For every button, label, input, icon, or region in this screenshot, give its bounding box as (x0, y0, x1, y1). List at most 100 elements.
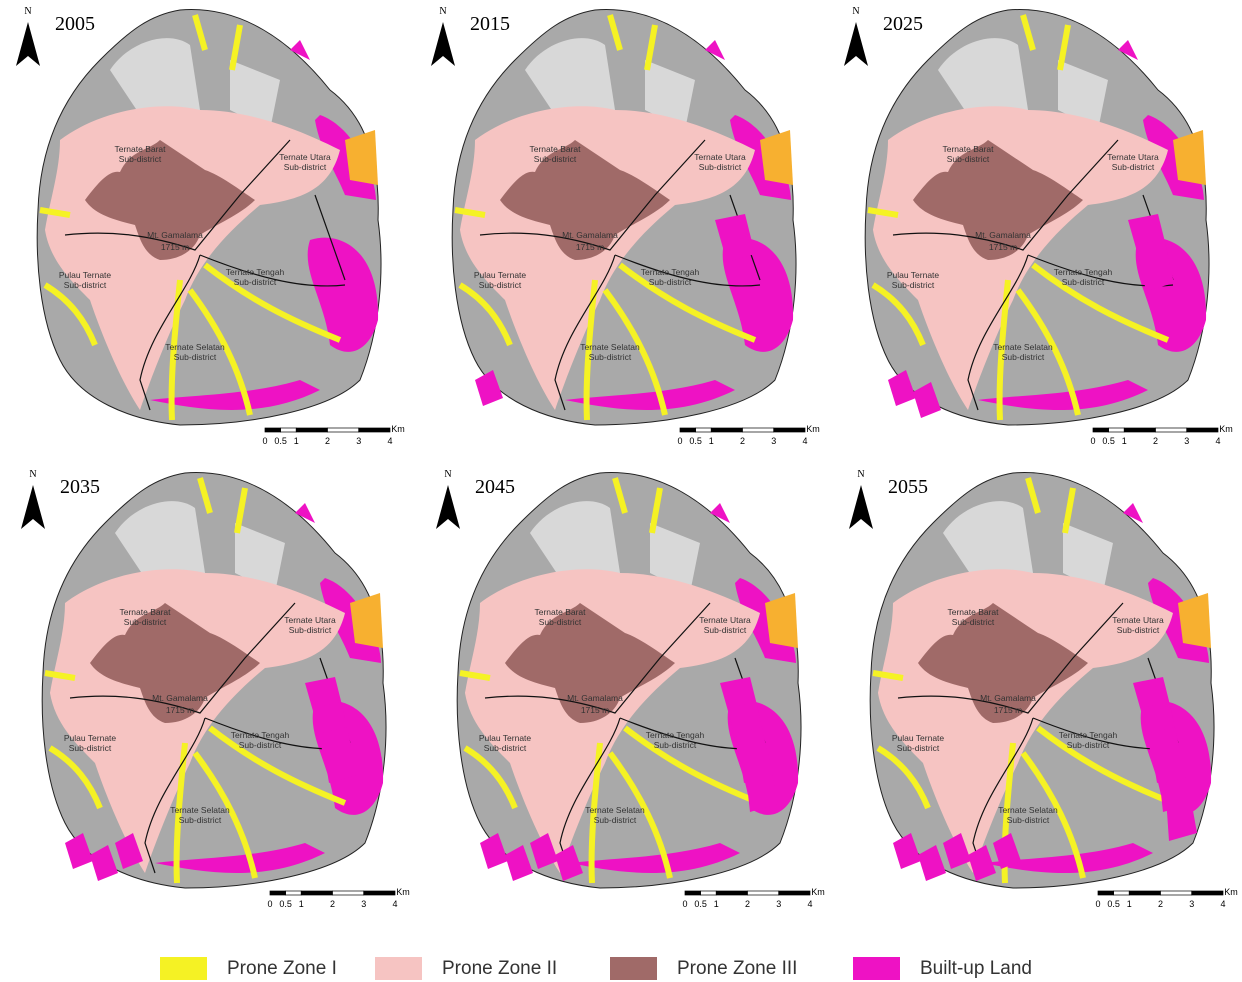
place-name: Ternate Barat (947, 607, 999, 617)
map-panel: N2055Ternate BaratSub-districtTernate Ut… (849, 469, 1238, 909)
scale-label: 4 (1220, 899, 1225, 909)
scale-label: 2 (740, 436, 745, 446)
scale-label: 2 (1158, 899, 1163, 909)
place-name: Ternate Tengah (646, 730, 705, 740)
scale-segment (1129, 891, 1160, 895)
place-name: Ternate Selatan (580, 342, 640, 352)
place-name: Ternate Barat (534, 607, 586, 617)
map-panel: N2005Ternate BaratSub-districtTernate Ut… (16, 6, 405, 446)
scale-segment (301, 891, 332, 895)
place-name: Ternate Tengah (231, 730, 290, 740)
scale-segment (711, 428, 742, 432)
scale-label: 4 (802, 436, 807, 446)
scale-label: 0.5 (1102, 436, 1115, 446)
north-label: N (852, 6, 859, 17)
place-sub: Sub-district (174, 352, 217, 362)
peak-name: Mt. Gamalama (980, 693, 1036, 703)
scale-label: 1 (299, 899, 304, 909)
scale-segment (1114, 891, 1130, 895)
place-name: Ternate Utara (284, 615, 336, 625)
place-name: Ternate Utara (1107, 152, 1159, 162)
place-sub: Sub-district (649, 277, 692, 287)
scale-label: 1 (714, 899, 719, 909)
place-sub: Sub-district (594, 815, 637, 825)
panel-year: 2005 (55, 13, 95, 35)
scale-label: 0.5 (279, 899, 292, 909)
north-label: N (24, 6, 31, 17)
north-arrow (16, 22, 40, 66)
place-sub: Sub-district (1002, 352, 1045, 362)
scale-label: 2 (745, 899, 750, 909)
place-sub: Sub-district (704, 625, 747, 635)
place-name: Ternate Selatan (170, 805, 230, 815)
place-name: Pulau Ternate (64, 733, 117, 743)
scale-unit: Km (1219, 424, 1233, 434)
scale-label: 3 (776, 899, 781, 909)
place-sub: Sub-district (654, 740, 697, 750)
scale-label: 0.5 (1107, 899, 1120, 909)
place-sub: Sub-district (289, 625, 332, 635)
scale-label: 0 (1090, 436, 1095, 446)
scale-segment (364, 891, 395, 895)
place-name: Ternate Tengah (1054, 267, 1113, 277)
legend-label: Built-up Land (920, 958, 1032, 979)
scale-label: 3 (1184, 436, 1189, 446)
place-sub: Sub-district (119, 154, 162, 164)
scale-label: 0 (677, 436, 682, 446)
place-sub: Sub-district (484, 743, 527, 753)
scale-label: 0 (267, 899, 272, 909)
island-map (37, 10, 381, 425)
scale-segment (743, 428, 774, 432)
scale-segment (1161, 891, 1192, 895)
scale-label: 0 (1095, 899, 1100, 909)
peak-elevation: 1715 m (166, 705, 194, 715)
place-sub: Sub-district (124, 617, 167, 627)
panel-year: 2015 (470, 13, 510, 35)
scale-segment (774, 428, 805, 432)
place-name: Pulau Ternate (474, 270, 527, 280)
panel-year: 2025 (883, 13, 923, 35)
peak-name: Mt. Gamalama (147, 230, 203, 240)
scale-unit: Km (806, 424, 820, 434)
place-name: Ternate Tengah (226, 267, 285, 277)
scale-segment (1187, 428, 1218, 432)
place-sub: Sub-district (897, 743, 940, 753)
scale-segment (748, 891, 779, 895)
peak-elevation: 1715 m (161, 242, 189, 252)
scale-unit: Km (1224, 887, 1238, 897)
place-name: Ternate Barat (119, 607, 171, 617)
scale-label: 2 (325, 436, 330, 446)
scale-segment (680, 428, 696, 432)
scale-segment (696, 428, 712, 432)
north-arrow (431, 22, 455, 66)
place-name: Pulau Ternate (59, 270, 112, 280)
place-sub: Sub-district (69, 743, 112, 753)
legend-label: Prone Zone II (442, 958, 557, 979)
place-sub: Sub-district (1062, 277, 1105, 287)
scale-unit: Km (811, 887, 825, 897)
scale-segment (779, 891, 810, 895)
scale-label: 0.5 (274, 436, 287, 446)
place-name: Ternate Barat (529, 144, 581, 154)
panel-year: 2055 (888, 476, 928, 498)
place-sub: Sub-district (589, 352, 632, 362)
place-sub: Sub-district (952, 617, 995, 627)
place-name: Ternate Selatan (998, 805, 1058, 815)
place-sub: Sub-district (1112, 162, 1155, 172)
place-sub: Sub-district (239, 740, 282, 750)
scale-label: 0.5 (689, 436, 702, 446)
place-name: Ternate Selatan (585, 805, 645, 815)
scale-segment (1156, 428, 1187, 432)
north-arrow (436, 485, 460, 529)
peak-name: Mt. Gamalama (975, 230, 1031, 240)
scale-segment (333, 891, 364, 895)
scale-segment (1124, 428, 1155, 432)
north-arrow (21, 485, 45, 529)
scale-label: 3 (771, 436, 776, 446)
scale-label: 3 (356, 436, 361, 446)
peak-elevation: 1715 m (581, 705, 609, 715)
scale-label: 0 (262, 436, 267, 446)
scale-segment (265, 428, 281, 432)
place-sub: Sub-district (179, 815, 222, 825)
